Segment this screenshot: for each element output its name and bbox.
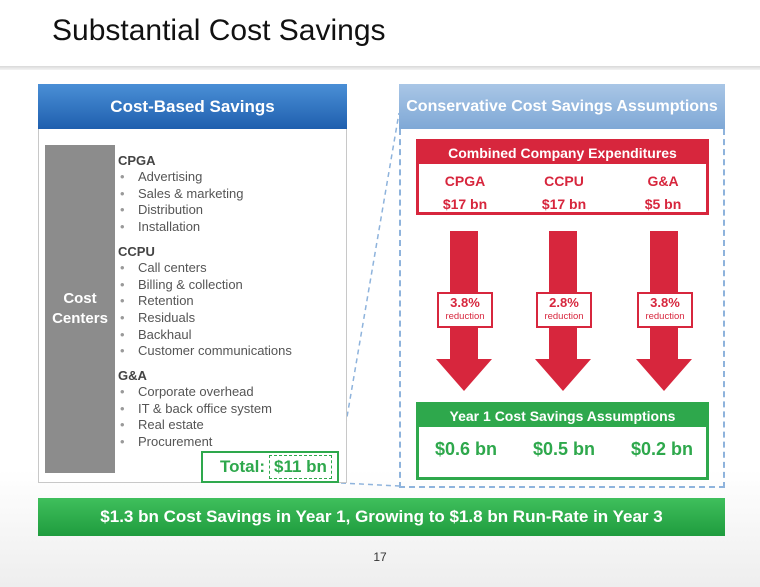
item-label: Sales & marketing xyxy=(138,185,244,201)
item-label: Corporate overhead xyxy=(138,384,254,400)
summary-banner: $1.3 bn Cost Savings in Year 1, Growing … xyxy=(38,498,725,536)
group-ccpu: CCPU • Call centers • Billing & collection… xyxy=(118,243,343,360)
cost-centers-line-2: Centers xyxy=(52,310,108,327)
expenditure-name: CCPU xyxy=(544,173,584,189)
total-label: Total: xyxy=(220,457,266,476)
item-label: Residuals xyxy=(138,309,196,325)
list-item: • Advertising xyxy=(118,169,343,186)
expenditure-ga: G&A $5 bn xyxy=(618,170,708,216)
reduction-pct: 2.8% xyxy=(549,295,579,310)
list-item: • Customer communications xyxy=(118,343,343,360)
reduction-label: reduction xyxy=(544,311,584,322)
year1-value-ccpu: $0.5 bn xyxy=(532,439,596,459)
item-label: Advertising xyxy=(138,169,203,184)
expenditure-value: $17 bn xyxy=(541,196,587,212)
reduction-badge-ccpu: 2.8% reduction xyxy=(536,292,592,328)
item-label: Distribution xyxy=(138,202,204,218)
bullet-icon: • xyxy=(120,202,125,218)
item-label: Call centers xyxy=(138,259,207,275)
reduction-badge-cpga: 3.8% reduction xyxy=(437,292,493,328)
reduction-label: reduction xyxy=(645,311,685,322)
bullet-icon: • xyxy=(120,400,125,416)
cost-centers-label: Cost Centers xyxy=(45,145,115,473)
group-title: G&A xyxy=(118,368,147,384)
item-label: Real estate xyxy=(138,417,204,433)
total-savings-box: Total: $11 bn xyxy=(201,451,339,483)
cost-based-savings-header: Cost-Based Savings xyxy=(38,84,347,129)
list-item: • Call centers xyxy=(118,260,343,277)
list-item: • IT & back office system xyxy=(118,401,343,418)
reduction-pct: 3.8% xyxy=(650,295,680,310)
list-item: • Distribution xyxy=(118,202,343,219)
bullet-icon: • xyxy=(120,417,125,433)
bullet-icon: • xyxy=(120,343,125,359)
combined-expenditures-box: Combined Company Expenditures CPGA $17 b… xyxy=(416,139,709,215)
list-item: • Sales & marketing xyxy=(118,186,343,203)
expenditure-value: $5 bn xyxy=(644,196,682,212)
title-divider xyxy=(0,66,760,70)
bullet-icon: • xyxy=(120,259,125,275)
bullet-icon: • xyxy=(120,309,125,325)
list-item: • Corporate overhead xyxy=(118,384,343,401)
item-label: Backhaul xyxy=(138,326,192,342)
list-item: • Installation xyxy=(118,219,343,236)
bullet-icon: • xyxy=(120,169,125,184)
list-item: • Retention xyxy=(118,293,343,310)
page-title: Substantial Cost Savings xyxy=(52,14,386,47)
year1-savings-title: Year 1 Cost Savings Assumptions xyxy=(419,405,706,427)
group-title: CPGA xyxy=(118,153,156,168)
reduction-label: reduction xyxy=(445,311,485,322)
cost-center-list: CPGA • Advertising • Sales & marketing • Di… xyxy=(118,152,343,458)
list-item: • Billing & collection xyxy=(118,277,343,294)
expenditure-name: G&A xyxy=(647,173,679,189)
bullet-icon: • xyxy=(120,293,125,309)
item-label: Customer communications xyxy=(138,343,292,359)
reduction-badge-ga: 3.8% reduction xyxy=(637,292,693,328)
item-label: Procurement xyxy=(138,434,213,450)
list-item: • Real estate xyxy=(118,417,343,434)
assumptions-panel xyxy=(399,129,725,488)
list-item: • Procurement xyxy=(118,434,343,451)
year1-savings-box: Year 1 Cost Savings Assumptions $0.6 bn … xyxy=(416,402,709,480)
item-label: IT & back office system xyxy=(138,400,272,416)
bullet-icon: • xyxy=(120,384,125,400)
bullet-icon: • xyxy=(120,185,125,201)
bullet-icon: • xyxy=(120,434,125,450)
bullet-icon: • xyxy=(120,326,125,342)
list-item: • Residuals xyxy=(118,310,343,327)
item-label: Billing & collection xyxy=(138,276,243,292)
group-cpga: CPGA • Advertising • Sales & marketing • Di… xyxy=(118,152,343,236)
expenditure-value: $17 bn xyxy=(442,196,488,212)
expenditure-cpga: CPGA $17 bn xyxy=(420,170,510,216)
expenditure-ccpu: CCPU $17 bn xyxy=(519,170,609,216)
year1-value-ga: $0.2 bn xyxy=(630,439,694,459)
expenditure-name: CPGA xyxy=(444,173,486,189)
combined-expenditures-title: Combined Company Expenditures xyxy=(419,142,706,164)
item-label: Retention xyxy=(138,293,194,309)
group-title: CCPU xyxy=(118,243,155,259)
page-number: 17 xyxy=(373,550,387,564)
assumptions-header: Conservative Cost Savings Assumptions xyxy=(399,84,725,129)
bullet-icon: • xyxy=(120,219,125,235)
list-item: • Backhaul xyxy=(118,327,343,344)
item-label: Installation xyxy=(138,219,201,235)
group-ga: G&A • Corporate overhead • IT & back offic… xyxy=(118,367,343,451)
total-value: $11 bn xyxy=(269,455,332,479)
reduction-pct: 3.8% xyxy=(450,295,480,310)
year1-value-cpga: $0.6 bn xyxy=(434,439,498,459)
bullet-icon: • xyxy=(120,276,125,292)
cost-centers-line-1: Cost xyxy=(63,290,97,307)
